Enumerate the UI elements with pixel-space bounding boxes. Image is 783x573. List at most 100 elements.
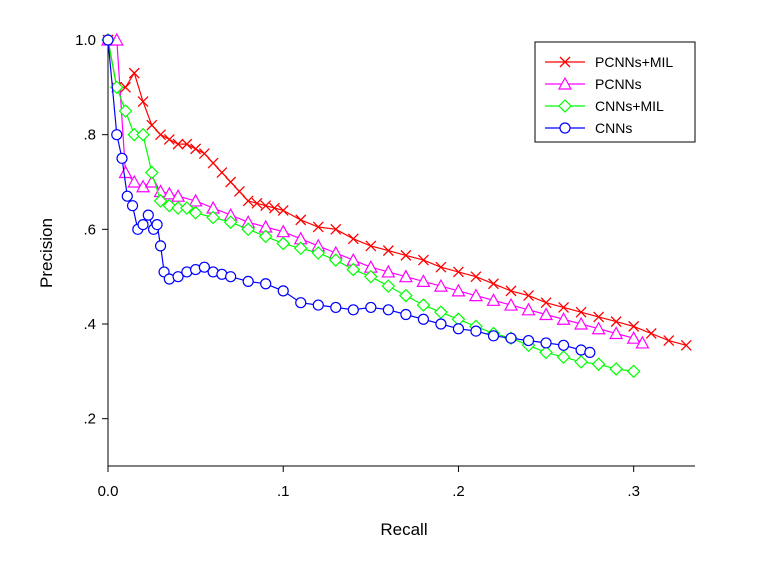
data-point-cnns	[277, 285, 289, 297]
x-axis-title: Recall	[380, 520, 427, 539]
data-point-pcnns	[127, 174, 142, 188]
data-point-cnns	[330, 301, 342, 314]
data-point-cnns-plus-mil	[591, 357, 606, 372]
data-point-cnns-plus-mil	[574, 355, 588, 369]
data-point-cnns	[505, 332, 517, 344]
data-point-pcnns-plus-mil	[312, 221, 324, 233]
data-point-cnns	[198, 261, 210, 273]
data-point-cnns-plus-mil	[381, 279, 396, 293]
data-point-pcnns-plus-mil	[225, 176, 237, 188]
series-pcnns-plus-mil	[102, 34, 692, 351]
data-point-pcnns-plus-mil	[198, 148, 210, 160]
data-point-cnns-plus-mil	[188, 205, 203, 220]
data-point-pcnns	[118, 165, 133, 179]
data-point-cnns	[137, 219, 149, 231]
data-point-cnns-plus-mil	[363, 269, 378, 284]
data-point-cnns	[116, 152, 128, 164]
data-point-pcnns-plus-mil	[251, 197, 263, 209]
data-point-pcnns	[381, 264, 396, 278]
data-point-pcnns-plus-mil	[260, 200, 272, 212]
data-point-cnns	[312, 299, 324, 311]
data-point-cnns	[225, 271, 237, 283]
data-point-pcnns-plus-mil	[680, 339, 692, 351]
data-point-pcnns	[398, 269, 413, 283]
data-point-pcnns-plus-mil	[435, 261, 447, 273]
data-point-cnns	[487, 330, 500, 342]
data-point-pcnns	[609, 326, 624, 340]
legend-marker-pcnns	[557, 76, 573, 90]
data-point-pcnns-plus-mil	[163, 133, 175, 145]
data-point-pcnns-plus-mil	[470, 271, 482, 283]
legend-marker-cnns-plus-mil	[558, 99, 572, 113]
data-point-pcnns-plus-mil	[663, 335, 675, 347]
axes	[107, 40, 695, 467]
data-point-pcnns-plus-mil	[190, 143, 202, 155]
data-point-pcnns	[504, 297, 519, 311]
data-point-pcnns	[521, 302, 536, 316]
data-point-cnns	[540, 337, 552, 349]
data-point-cnns-plus-mil	[153, 194, 168, 208]
data-point-cnns	[295, 297, 307, 309]
data-point-cnns-plus-mil	[399, 288, 413, 303]
legend-label-cnns-plus-mil: CNNs+MIL	[595, 98, 664, 114]
legend: PCNNs+MIL PCNNs CNNs+MIL CNNs	[534, 41, 696, 143]
data-point-cnns	[435, 318, 447, 330]
data-point-cnns	[260, 278, 272, 290]
data-point-cnns-plus-mil	[136, 127, 150, 142]
data-point-cnns	[382, 304, 394, 316]
data-point-cnns-plus-mil	[206, 210, 220, 225]
data-point-cnns-plus-mil	[311, 246, 326, 260]
data-point-pcnns	[635, 335, 650, 349]
data-point-cnns-plus-mil	[276, 236, 291, 251]
series-layer	[100, 32, 692, 379]
data-point-cnns	[172, 271, 184, 283]
data-point-cnns-plus-mil	[293, 241, 308, 256]
data-point-cnns	[365, 301, 377, 314]
legend-marker-pcnns-plus-mil	[559, 56, 571, 68]
data-point-pcnns	[486, 293, 501, 306]
data-point-pcnns-plus-mil	[417, 254, 429, 266]
data-point-cnns	[584, 346, 596, 358]
data-point-cnns	[470, 325, 482, 337]
data-point-cnns-plus-mil	[416, 298, 431, 312]
data-point-pcnns-plus-mil	[181, 138, 193, 150]
data-point-pcnns-plus-mil	[400, 249, 412, 261]
data-point-pcnns	[574, 316, 589, 330]
data-point-pcnns	[188, 193, 203, 207]
x-tick-label: .1	[277, 483, 290, 500]
data-point-cnns	[400, 308, 412, 321]
data-point-cnns	[142, 209, 154, 221]
data-point-cnns-plus-mil	[346, 262, 361, 277]
data-point-pcnns-plus-mil	[523, 290, 534, 302]
data-point-pcnns-plus-mil	[330, 223, 342, 235]
data-point-pcnns-plus-mil	[628, 320, 640, 332]
data-point-pcnns	[591, 321, 606, 335]
data-point-pcnns-plus-mil	[242, 195, 254, 207]
data-point-pcnns-plus-mil	[593, 311, 605, 323]
data-point-cnns-plus-mil	[434, 305, 448, 320]
data-point-pcnns-plus-mil	[295, 214, 307, 226]
legend-label-cnns: CNNs	[595, 120, 632, 136]
data-point-pcnns-plus-mil	[382, 245, 394, 257]
data-point-cnns	[242, 275, 254, 287]
data-point-cnns	[417, 313, 430, 325]
data-point-pcnns-plus-mil	[172, 138, 184, 150]
data-point-pcnns-plus-mil	[645, 328, 657, 339]
data-point-cnns-plus-mil	[328, 253, 343, 267]
x-tick-label: 0.0	[98, 483, 119, 500]
legend-label-pcnns: PCNNs	[595, 76, 642, 92]
data-point-pcnns	[556, 312, 571, 325]
data-point-cnns-plus-mil	[556, 350, 571, 364]
data-point-cnns	[154, 240, 167, 252]
data-point-cnns	[102, 34, 114, 46]
ticks: 0.0 .1 .2 .3 .2 .4 .6 .8 1.0	[75, 32, 640, 500]
data-point-pcnns-plus-mil	[575, 306, 587, 318]
data-point-pcnns	[276, 224, 291, 238]
data-point-pcnns	[626, 330, 641, 344]
data-point-cnns	[522, 334, 535, 347]
y-tick-label: .2	[83, 411, 96, 428]
series-cnns	[102, 34, 596, 358]
data-point-pcnns	[539, 307, 554, 321]
data-point-cnns	[111, 129, 123, 141]
